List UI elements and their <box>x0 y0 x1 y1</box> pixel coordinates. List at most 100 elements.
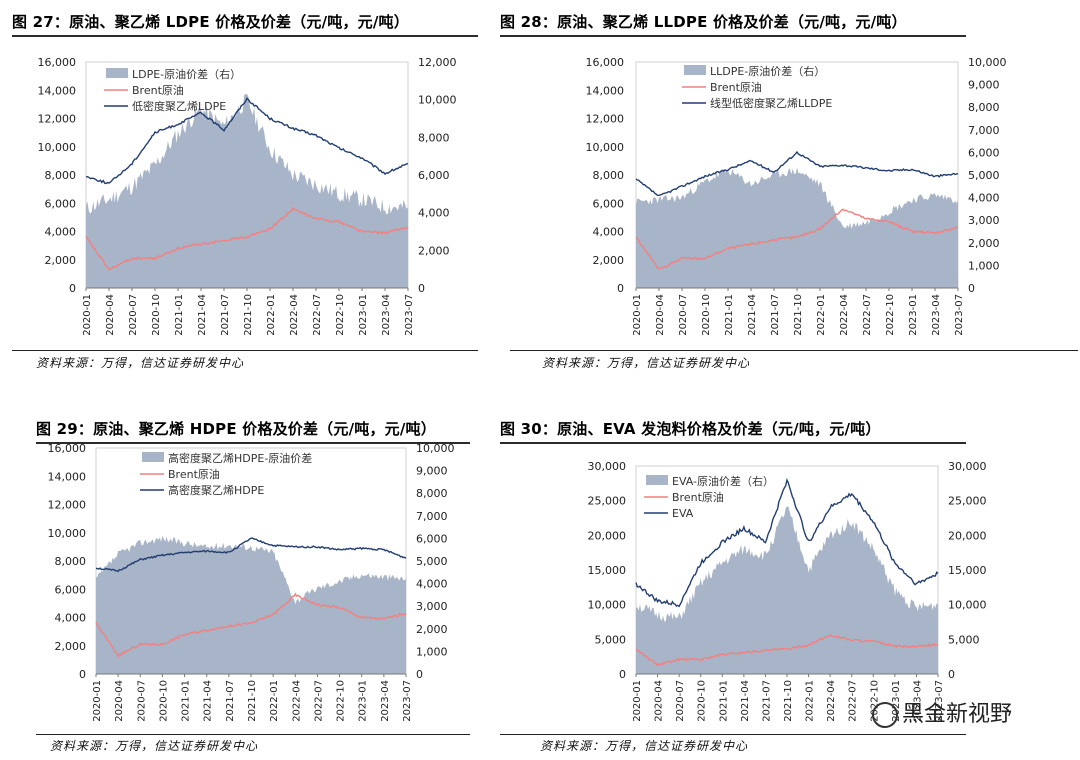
x-tick-label: 2020-01 <box>632 294 643 336</box>
right-tick-label: 2,000 <box>416 623 448 636</box>
left-tick-label: 15,000 <box>588 564 627 577</box>
left-tick-label: 10,000 <box>588 599 627 612</box>
product-line <box>635 478 939 608</box>
right-tick-label: 7,000 <box>968 124 1000 137</box>
left-tick-label: 16,000 <box>48 442 87 455</box>
right-tick-label: 6,000 <box>968 146 1000 159</box>
left-tick-label: 10,000 <box>586 141 625 154</box>
product-line <box>635 150 959 197</box>
figure-30-title-rule <box>500 442 966 444</box>
x-tick-label: 2021-07 <box>770 294 781 336</box>
x-tick-label: 2020-10 <box>697 680 708 722</box>
x-tick-label: 2023-07 <box>934 680 945 722</box>
left-tick-label: 10,000 <box>38 141 77 154</box>
right-tick-label: 0 <box>948 668 955 681</box>
x-tick-label: 2023-01 <box>891 680 902 722</box>
legend-label: Brent原油 <box>710 80 762 94</box>
wechat-icon <box>872 702 898 728</box>
x-tick-label: 2020-04 <box>105 294 116 336</box>
right-tick-label: 15,000 <box>948 564 987 577</box>
x-tick-label: 2021-10 <box>783 680 794 722</box>
right-tick-label: 10,000 <box>968 56 1007 69</box>
legend-label: EVA <box>672 507 694 520</box>
left-tick-label: 30,000 <box>588 460 627 473</box>
figure-29-source-rule <box>36 734 470 735</box>
figure-29-title-rule <box>36 442 470 444</box>
right-tick-label: 5,000 <box>968 169 1000 182</box>
right-tick-label: 3,000 <box>416 600 448 613</box>
left-tick-label: 0 <box>617 282 624 295</box>
x-tick-label: 2021-01 <box>174 294 185 336</box>
chart-lldpe: 0 2,000 4,000 6,000 8,000 10,000 12,000 14,000 1… <box>586 56 1007 336</box>
x-tick-label: 2021-07 <box>220 294 231 336</box>
legend-label: 高密度聚乙烯HDPE <box>168 483 264 497</box>
left-tick-label: 4,000 <box>55 612 87 625</box>
x-tick-label: 2022-04 <box>291 680 302 722</box>
legend-label: Brent原油 <box>168 467 220 481</box>
x-tick-label: 2022-07 <box>313 680 324 722</box>
left-tick-label: 5,000 <box>595 633 627 646</box>
right-tick-label: 20,000 <box>948 529 987 542</box>
figure-27-source: 资料来源：万得，信达证券研发中心 <box>36 356 245 370</box>
x-tick-label: 2020-07 <box>675 680 686 722</box>
product-line <box>85 97 409 185</box>
x-tick-label: 2022-10 <box>335 294 346 336</box>
figure-30-source: 资料来源：万得，信达证券研发中心 <box>540 739 749 753</box>
watermark: 黑金新视野 <box>872 696 1012 728</box>
right-tick-label: 0 <box>416 668 423 681</box>
chart-hdpe: 0 2,000 4,000 6,000 8,000 10,000 12,000 14,000 1… <box>48 442 455 722</box>
left-tick-label: 16,000 <box>586 56 625 69</box>
area-series <box>636 167 958 288</box>
legend-label: 低密度聚乙烯LDPE <box>132 99 226 113</box>
left-tick-label: 0 <box>69 282 76 295</box>
x-tick-label: 2022-07 <box>312 294 323 336</box>
x-tick-label: 2020-10 <box>701 294 712 336</box>
right-tick-label: 8,000 <box>968 101 1000 114</box>
x-tick-label: 2022-04 <box>826 680 837 722</box>
chart-ldpe: 0 2,000 4,000 6,000 8,000 10,000 12,000 14,000 1… <box>38 56 457 336</box>
left-tick-label: 2,000 <box>593 254 625 267</box>
x-tick-label: 2021-07 <box>225 680 236 722</box>
watermark-text: 黑金新视野 <box>902 702 1013 727</box>
x-tick-label: 2020-04 <box>654 680 665 722</box>
x-tick-label: 2023-04 <box>380 680 391 722</box>
left-tick-label: 16,000 <box>38 56 77 69</box>
x-tick-label: 2022-10 <box>336 680 347 722</box>
x-tick-label: 2020-01 <box>632 680 643 722</box>
left-tick-label: 14,000 <box>38 84 77 97</box>
left-tick-label: 0 <box>79 668 86 681</box>
right-tick-label: 30,000 <box>948 460 987 473</box>
x-tick-label: 2021-07 <box>761 680 772 722</box>
legend-label: LLDPE-原油价差（右） <box>710 64 825 78</box>
right-tick-label: 10,000 <box>416 442 455 455</box>
x-tick-label: 2023-04 <box>912 680 923 722</box>
x-tick-label: 2020-04 <box>114 680 125 722</box>
x-tick-label: 2021-10 <box>247 680 258 722</box>
figure-28-title-rule <box>500 35 966 37</box>
legend-swatch-area <box>142 452 164 462</box>
left-tick-label: 20,000 <box>588 529 627 542</box>
x-tick-label: 2022-07 <box>862 294 873 336</box>
right-tick-label: 6,000 <box>418 169 450 182</box>
x-tick-label: 2023-01 <box>358 294 369 336</box>
x-tick-label: 2023-04 <box>931 294 942 336</box>
left-tick-label: 6,000 <box>55 583 87 596</box>
right-tick-label: 0 <box>968 282 975 295</box>
left-tick-label: 8,000 <box>45 169 77 182</box>
legend-label: EVA-原油价差（右） <box>672 474 774 488</box>
brent-line <box>85 206 409 271</box>
left-tick-label: 4,000 <box>45 226 77 239</box>
x-tick-label: 2020-07 <box>136 680 147 722</box>
right-tick-label: 5,000 <box>416 555 448 568</box>
x-tick-label: 2022-10 <box>885 294 896 336</box>
right-tick-label: 4,000 <box>418 207 450 220</box>
brent-line <box>635 208 959 270</box>
right-tick-label: 5,000 <box>948 633 980 646</box>
right-tick-label: 1,000 <box>416 645 448 658</box>
left-tick-label: 12,000 <box>38 113 77 126</box>
x-tick-label: 2021-10 <box>793 294 804 336</box>
left-tick-label: 10,000 <box>48 527 87 540</box>
left-tick-label: 14,000 <box>48 470 87 483</box>
x-tick-label: 2020-10 <box>151 294 162 336</box>
x-tick-label: 2020-01 <box>92 680 103 722</box>
